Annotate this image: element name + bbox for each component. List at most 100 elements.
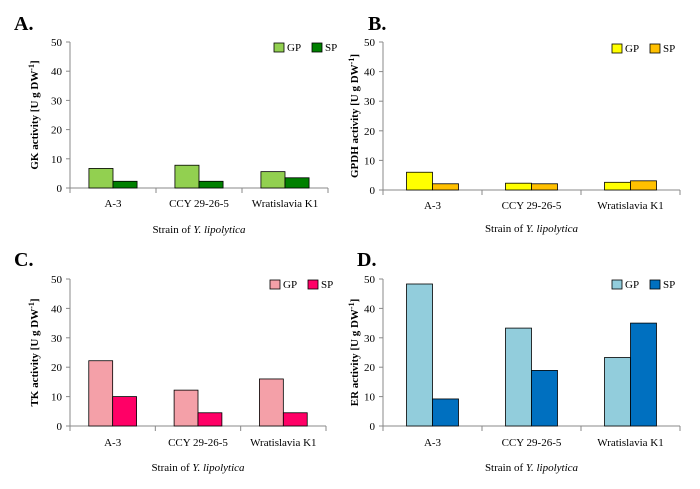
legend-label-gp: GP: [287, 42, 301, 54]
y-tick-label: 0: [57, 421, 63, 433]
bar-sp-0: [432, 183, 459, 191]
y-tick-label: 40: [364, 67, 376, 79]
bar-sp-2: [630, 322, 657, 427]
x-axis-title: Strain of Y. lipolytica: [151, 462, 245, 474]
y-axis-title-end: ]: [29, 298, 41, 302]
x-category-label: A-3: [104, 198, 122, 210]
legend-swatch-gp: [611, 279, 623, 290]
y-tick-label: 10: [51, 392, 63, 404]
y-tick-label: 10: [364, 392, 376, 404]
y-tick-label: 30: [364, 333, 376, 345]
y-axis-title-main: GPDH activity [U g DW: [349, 64, 361, 178]
bar-sp-1: [531, 183, 558, 191]
y-tick-label: 20: [364, 126, 376, 138]
y-tick-label: 10: [364, 155, 376, 167]
legend-swatch-gp: [611, 43, 623, 54]
bar-gp-1: [174, 164, 200, 189]
legend-label-sp: SP: [663, 43, 675, 55]
bar-gp-1: [505, 327, 532, 427]
x-axis-title-italic: Y. lipolytica: [192, 462, 245, 474]
x-category-label: A-3: [424, 437, 442, 449]
x-axis-title-plain: Strain of: [485, 462, 526, 474]
y-axis-title-main: TK activity [U g DW: [29, 309, 41, 407]
bar-sp-2: [630, 180, 657, 191]
x-axis-title-plain: Strain of: [151, 462, 192, 474]
bar-sp-0: [112, 396, 137, 427]
y-tick-label: 20: [51, 362, 63, 374]
panel-a: A. 0 10 20 30 40 50 A-3 CCY 29-26-5 Wratislavia K…: [14, 13, 337, 236]
legend-swatch-gp: [269, 279, 281, 290]
y-tick-label: 30: [364, 96, 376, 108]
y-tick-label: 30: [51, 95, 63, 107]
bar-sp-1: [531, 370, 558, 427]
x-axis-title: Strain of Y. lipolytica: [485, 223, 579, 235]
legend-label-sp: SP: [325, 42, 337, 54]
bar-sp-2: [282, 412, 308, 427]
panel-letter: B.: [368, 13, 386, 35]
x-category-label: CCY 29-26-5: [169, 198, 229, 210]
panel-letter: C.: [14, 249, 33, 271]
bar-gp-2: [259, 378, 284, 427]
x-axis-title: Strain of Y. lipolytica: [485, 462, 579, 474]
y-axis-title-sup: -1: [347, 58, 356, 65]
y-tick-label: 50: [364, 37, 376, 49]
legend-swatch-sp: [649, 279, 661, 290]
x-category-label: Wratislavia K1: [252, 198, 318, 210]
y-axis-title-main: ER activity [U g DW: [349, 309, 361, 406]
bar-sp-0: [112, 180, 138, 189]
x-axis-title-plain: Strain of: [485, 223, 526, 235]
panel-letter: D.: [357, 249, 376, 271]
y-tick-label: 40: [364, 303, 376, 315]
x-category-label: CCY 29-26-5: [502, 437, 562, 449]
x-axis-title-italic: Y. lipolytica: [193, 224, 246, 236]
bar-gp-0: [88, 360, 114, 427]
bar-gp-1: [173, 389, 199, 427]
y-axis-title: TK activity [U g DW-1]: [27, 298, 42, 406]
panel-letter: A.: [14, 13, 33, 35]
y-axis-title-end: ]: [349, 299, 361, 303]
panel-d: D. 0 10 20 30 40 50 A-3 CCY 29-26-5 Wratislavia K…: [347, 249, 681, 474]
bar-gp-2: [604, 181, 631, 191]
y-axis-title-sup: -1: [347, 302, 356, 309]
bar-gp-0: [88, 168, 114, 189]
y-tick-label: 20: [364, 362, 376, 374]
bar-sp-1: [198, 180, 224, 189]
y-tick-label: 40: [51, 66, 63, 78]
bar-gp-0: [406, 283, 433, 427]
x-category-label: Wratislavia K1: [597, 437, 663, 449]
y-axis-title-end: ]: [29, 60, 41, 64]
y-axis-title-sup: -1: [27, 64, 36, 71]
y-axis-title: ER activity [U g DW-1]: [347, 299, 362, 407]
y-axis-title-main: GK activity [U g DW: [29, 71, 41, 170]
legend-label-gp: GP: [625, 279, 639, 291]
y-tick-label: 50: [51, 37, 63, 49]
legend-label-gp: GP: [625, 43, 639, 55]
y-tick-label: 10: [51, 154, 63, 166]
y-tick-label: 40: [51, 303, 63, 315]
x-category-label: Wratislavia K1: [250, 437, 316, 449]
x-category-label: CCY 29-26-5: [168, 437, 228, 449]
legend-label-sp: SP: [321, 279, 333, 291]
x-axis-title: Strain of Y. lipolytica: [152, 224, 246, 236]
y-tick-label: 0: [370, 185, 376, 197]
legend-swatch-sp: [307, 279, 319, 290]
y-tick-label: 20: [51, 125, 63, 137]
x-category-label: Wratislavia K1: [597, 200, 663, 212]
y-tick-label: 30: [51, 333, 63, 345]
y-axis-title-end: ]: [349, 54, 361, 58]
bar-gp-1: [505, 182, 532, 191]
x-category-label: CCY 29-26-5: [502, 200, 562, 212]
legend-label-gp: GP: [283, 279, 297, 291]
y-tick-label: 0: [57, 183, 63, 195]
panel-b: B. 0 10 20 30 40 50 A-3 CCY 29-26-5 Wratislavia K…: [347, 13, 681, 235]
bar-gp-2: [260, 171, 286, 189]
y-axis-title: GK activity [U g DW-1]: [27, 60, 42, 169]
x-axis-title-plain: Strain of: [152, 224, 193, 236]
x-axis-title-italic: Y. lipolytica: [526, 462, 579, 474]
y-axis-title: GPDH activity [U g DW-1]: [347, 54, 362, 178]
legend-swatch-gp: [273, 42, 285, 53]
bar-sp-1: [197, 412, 223, 427]
panel-c: C. 0 10 20 30 40 50 A-3 CCY 29-26-5 Wratislavia K…: [14, 249, 333, 474]
bar-sp-0: [432, 398, 459, 427]
